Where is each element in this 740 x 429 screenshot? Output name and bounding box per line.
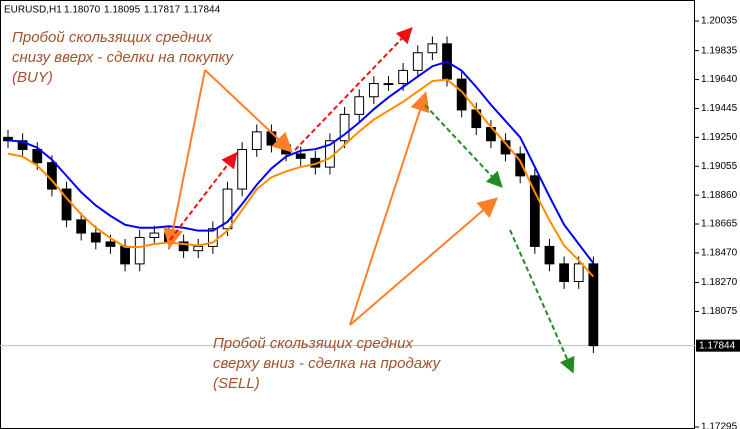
arrow [349,91,430,326]
candle-body [237,148,248,190]
plot-area [0,36,695,354]
candle-body [193,245,204,252]
candle-body [529,175,540,247]
candle-body [398,69,409,85]
y-tick-label: 1.18075 [701,306,738,317]
candle-body [120,245,130,265]
header-high: 1.18095 [104,5,141,16]
candle-body [295,153,306,159]
annotation: сверху вниз - сделка на продажу [213,355,442,372]
candle-body [573,263,584,283]
current-price-box [696,339,740,352]
arrow [294,27,413,151]
arrow [163,69,206,249]
annotation: Пробой скользящих средних [213,335,413,352]
annotation: Пробой скользящих средних [12,29,212,46]
arrows [163,27,575,374]
candle-body [427,43,438,54]
arrow [509,229,575,374]
candle-body [17,140,28,150]
candle-body [383,83,394,86]
candle-body [559,263,569,283]
candle-body [354,96,365,115]
current-price-label: 1.17844 [699,340,736,351]
arrow [169,151,238,241]
symbol: EURUSD,H1 [4,5,62,16]
arrow [424,104,503,188]
y-tick-label: 1.20035 [701,16,738,27]
candle-body [368,83,379,98]
candle-body [149,232,160,239]
moving-average [7,78,595,278]
annotation: (SELL) [213,375,260,392]
arrow [349,197,499,326]
header-close: 1.17844 [184,5,221,16]
y-tick-label: 1.19055 [701,161,738,172]
y-tick-label: 1.19640 [701,74,738,85]
candle-body [515,153,526,177]
candle-body [207,228,218,247]
candle-body [412,52,423,71]
y-tick-label: 1.18665 [701,219,738,230]
y-tick-label: 1.19250 [701,132,738,143]
annotation: снизу вверх - сделки на покупку [12,49,235,66]
candle-body [456,78,467,111]
candle-body [32,148,43,164]
candle-body [339,113,350,142]
candle-body [134,237,145,265]
moving-average [7,60,595,264]
y-tick-label: 1.19445 [701,103,738,114]
candle-body [544,245,555,265]
y-tick-label: 1.17295 [701,422,738,429]
y-tick-label: 1.18270 [701,277,738,288]
candle-body [588,263,599,347]
annotation: (BUY) [12,69,53,86]
header-low: 1.17817 [144,5,181,16]
header-open: 1.18070 [64,5,101,16]
y-tick-label: 1.18860 [701,190,738,201]
candle-body [251,131,262,150]
arrow [204,69,293,153]
candle-body [76,219,87,234]
y-tick-label: 1.19835 [701,45,738,56]
candle-body [90,232,101,243]
candle-body [222,188,233,230]
y-tick-label: 1.18470 [701,248,738,259]
candle-body [105,241,116,247]
